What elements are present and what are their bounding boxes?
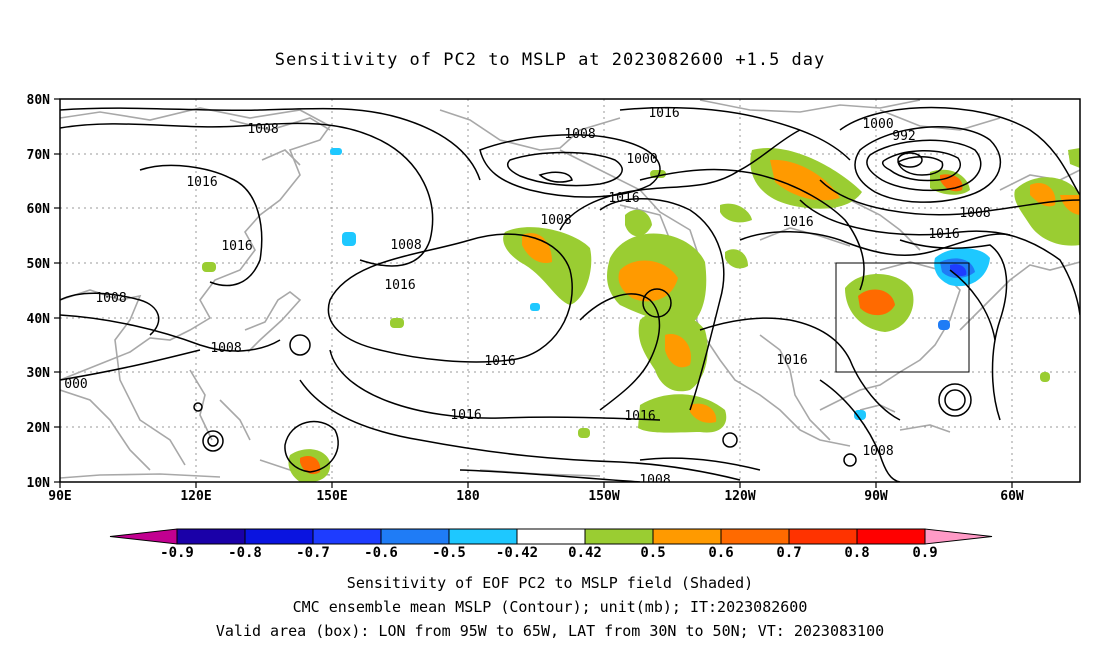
colorbar-label: 0.6 [708,545,733,561]
contour-label: 1016 [186,175,217,190]
contour-label: 1016 [221,239,252,254]
lat-label: 40N [27,312,51,327]
contour-label: 1008 [247,122,278,137]
contour-label: 1016 [776,353,807,368]
contour-label: 1016 [608,191,639,206]
colorbar-swatch [516,528,586,545]
contour-label: 1008 [564,127,595,142]
lon-label: 120E [180,489,211,504]
lat-label: 30N [27,366,51,381]
colorbar-low-arrow [109,528,178,545]
colorbar-swatch [380,528,450,545]
caption-line-2: CMC ensemble mean MSLP (Contour); unit(m… [292,598,808,616]
lon-label: 150E [316,489,347,504]
contour-label: 1008 [639,473,670,488]
colorbar-swatch [312,528,382,545]
contour-label: 1000 [862,117,893,132]
colorbar-label: 0.5 [640,545,665,561]
colorbar-label: 0.8 [844,545,869,561]
lon-label: 180 [456,489,480,504]
contour-label: 1016 [484,354,515,369]
contour-label: 1008 [210,341,241,356]
colorbar [109,528,993,545]
positive-sensitivity-patches [202,148,1080,482]
colorbar-swatch [720,528,790,545]
lat-label: 70N [27,148,51,163]
lon-label: 150W [588,489,619,504]
lon-label: 60W [1000,489,1024,504]
axis-ticks [54,98,1013,488]
lat-label: 60N [27,202,51,217]
colorbar-swatch [652,528,722,545]
contour-label: 992 [892,129,915,144]
contour-label: 1000 [626,152,657,167]
colorbar-label: -0.7 [296,545,330,561]
contour-label: 1016 [928,227,959,242]
contour-label: 1008 [540,213,571,228]
valid-area-box [835,262,970,373]
contour-label: 1016 [384,278,415,293]
mslp-contours [60,106,1080,482]
lon-label: 90E [48,489,71,504]
lon-label: 90W [864,489,888,504]
colorbar-swatch [584,528,654,545]
contour-label: 000 [64,377,87,392]
colorbar-high-arrow [924,528,993,545]
caption-line-1: Sensitivity of EOF PC2 to MSLP field (Sh… [346,574,754,592]
colorbar-swatch [244,528,314,545]
contour-label: 1016 [624,409,655,424]
contour-label: 1016 [648,106,679,121]
colorbar-label: 0.7 [776,545,801,561]
map-border [59,98,1081,483]
lat-label: 10N [27,476,51,491]
contour-label: 1008 [390,238,421,253]
colorbar-label: -0.8 [228,545,262,561]
contour-label: 1016 [782,215,813,230]
colorbar-label: 0.9 [912,545,937,561]
colorbar-swatch [788,528,858,545]
colorbar-swatch [448,528,518,545]
colorbar-labels: -0.9 -0.8 -0.7 -0.6 -0.5 -0.42 0.42 0.5 … [160,545,938,561]
lat-label: 80N [27,93,51,108]
lat-label: 50N [27,257,51,272]
contour-label: 1016 [450,408,481,423]
contour-label: 1008 [95,291,126,306]
caption-line-3: Valid area (box): LON from 95W to 65W, L… [215,622,885,640]
colorbar-label: -0.9 [160,545,194,561]
colorbar-swatch [856,528,926,545]
lat-label: 20N [27,421,51,436]
colorbar-label: 0.42 [568,545,602,561]
lon-label: 120W [724,489,755,504]
colorbar-label: -0.5 [432,545,466,561]
colorbar-label: -0.42 [496,545,538,561]
contour-label: 1008 [959,206,990,221]
contour-label: 1008 [862,444,893,459]
colorbar-label: -0.6 [364,545,398,561]
map-title: Sensitivity of PC2 to MSLP at 2023082600… [274,50,826,70]
colorbar-swatch [176,528,246,545]
